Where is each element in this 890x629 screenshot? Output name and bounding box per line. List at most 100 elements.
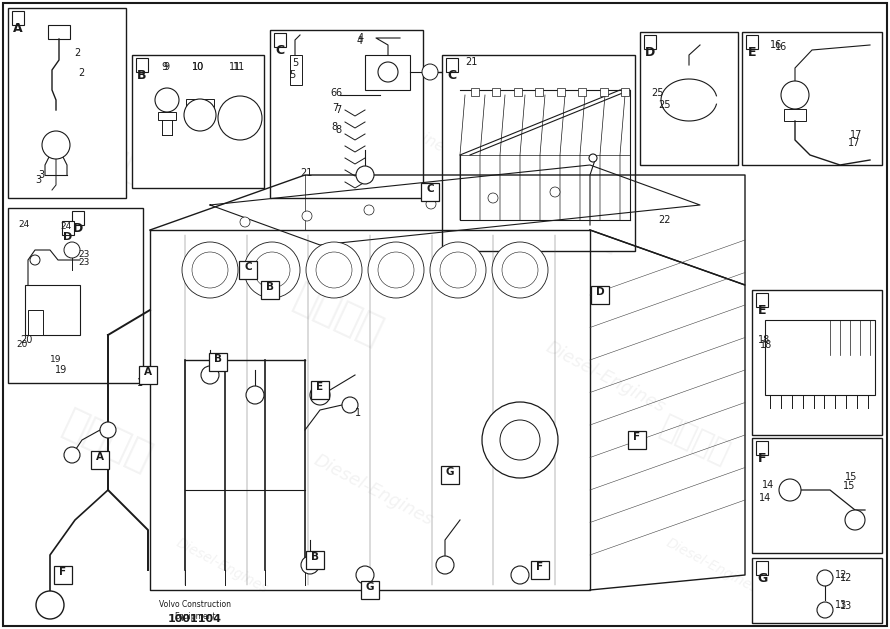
Bar xyxy=(621,88,629,96)
Text: D: D xyxy=(645,46,655,59)
Circle shape xyxy=(30,255,40,265)
Text: C: C xyxy=(244,262,252,272)
Circle shape xyxy=(301,556,319,574)
Text: 3: 3 xyxy=(35,175,41,185)
Circle shape xyxy=(192,252,228,288)
Bar xyxy=(274,33,287,47)
Text: 柴发动力: 柴发动力 xyxy=(56,403,158,477)
Circle shape xyxy=(36,591,64,619)
Text: 25: 25 xyxy=(658,100,670,110)
Text: 17: 17 xyxy=(850,130,862,140)
Text: E: E xyxy=(317,382,324,392)
Bar xyxy=(139,366,157,384)
Text: Diesel-Engines: Diesel-Engines xyxy=(36,313,142,379)
Circle shape xyxy=(306,242,362,298)
Bar xyxy=(578,88,587,96)
Text: 19: 19 xyxy=(50,355,61,364)
Circle shape xyxy=(302,211,312,221)
Text: 16: 16 xyxy=(775,42,788,52)
Circle shape xyxy=(64,242,80,258)
Circle shape xyxy=(492,242,548,298)
Bar xyxy=(8,208,143,383)
Bar xyxy=(446,58,458,72)
Text: 23: 23 xyxy=(78,258,89,267)
Circle shape xyxy=(426,199,436,209)
Text: B: B xyxy=(214,354,222,364)
Text: Diesel-Engines: Diesel-Engines xyxy=(174,536,271,596)
Text: 1001104: 1001104 xyxy=(168,614,222,624)
Bar xyxy=(752,438,882,553)
Text: B: B xyxy=(137,69,147,82)
Text: Volvo Construction
Equipment: Volvo Construction Equipment xyxy=(159,600,231,621)
Circle shape xyxy=(436,556,454,574)
Text: 15: 15 xyxy=(845,472,857,482)
Text: 25: 25 xyxy=(651,88,664,98)
Bar xyxy=(361,581,379,599)
Text: G: G xyxy=(756,572,767,585)
Text: D: D xyxy=(595,287,604,297)
Text: 24: 24 xyxy=(60,222,71,231)
Text: 3: 3 xyxy=(38,170,44,180)
Text: 12: 12 xyxy=(835,570,847,580)
Text: 柴发动力: 柴发动力 xyxy=(63,125,150,189)
Bar xyxy=(765,320,875,395)
Bar xyxy=(158,112,176,120)
Text: 17: 17 xyxy=(848,138,861,148)
Text: 4: 4 xyxy=(358,33,364,43)
Text: 6: 6 xyxy=(330,88,336,98)
Text: C: C xyxy=(275,44,285,57)
Bar xyxy=(48,25,70,39)
Bar xyxy=(8,8,126,198)
Text: E: E xyxy=(757,304,766,317)
Text: 1: 1 xyxy=(137,378,143,388)
Bar xyxy=(756,293,768,307)
Bar xyxy=(224,108,232,128)
Bar xyxy=(591,286,609,304)
Text: A: A xyxy=(144,367,152,377)
Circle shape xyxy=(182,242,238,298)
Circle shape xyxy=(184,99,216,131)
Text: 7: 7 xyxy=(332,103,338,113)
Bar xyxy=(752,558,882,623)
Circle shape xyxy=(779,479,801,501)
Text: 14: 14 xyxy=(762,480,774,490)
Text: G: G xyxy=(366,582,375,592)
Circle shape xyxy=(42,131,70,159)
Circle shape xyxy=(254,252,290,288)
Circle shape xyxy=(550,187,560,197)
Bar xyxy=(62,221,74,235)
Bar xyxy=(640,32,738,165)
Text: A: A xyxy=(13,22,23,35)
Text: 19: 19 xyxy=(55,365,68,375)
Circle shape xyxy=(218,96,262,140)
Text: 16: 16 xyxy=(770,40,782,50)
Text: 9: 9 xyxy=(161,62,167,72)
Bar xyxy=(756,561,768,575)
Circle shape xyxy=(378,252,414,288)
Circle shape xyxy=(589,154,597,162)
Circle shape xyxy=(100,422,116,438)
Circle shape xyxy=(430,242,486,298)
Text: 18: 18 xyxy=(760,340,773,350)
Circle shape xyxy=(817,602,833,618)
Bar xyxy=(132,55,264,188)
Text: D: D xyxy=(63,231,73,242)
Text: F: F xyxy=(537,562,544,572)
Text: G: G xyxy=(446,467,454,477)
Bar xyxy=(209,353,227,371)
Text: B: B xyxy=(266,282,274,292)
Text: B: B xyxy=(311,552,319,562)
Text: 18: 18 xyxy=(758,335,770,345)
Text: Diesel-Engines: Diesel-Engines xyxy=(664,536,760,596)
Circle shape xyxy=(488,193,498,203)
Text: 11: 11 xyxy=(233,62,246,72)
Text: 柴发动力: 柴发动力 xyxy=(287,277,389,352)
Circle shape xyxy=(240,217,250,227)
Bar xyxy=(12,11,24,25)
Text: 20: 20 xyxy=(16,340,28,349)
Text: A: A xyxy=(96,452,104,462)
Text: 2: 2 xyxy=(74,48,80,58)
Text: Diesel-Engines: Diesel-Engines xyxy=(542,338,668,416)
Text: 22: 22 xyxy=(658,215,670,225)
Bar xyxy=(531,561,549,579)
